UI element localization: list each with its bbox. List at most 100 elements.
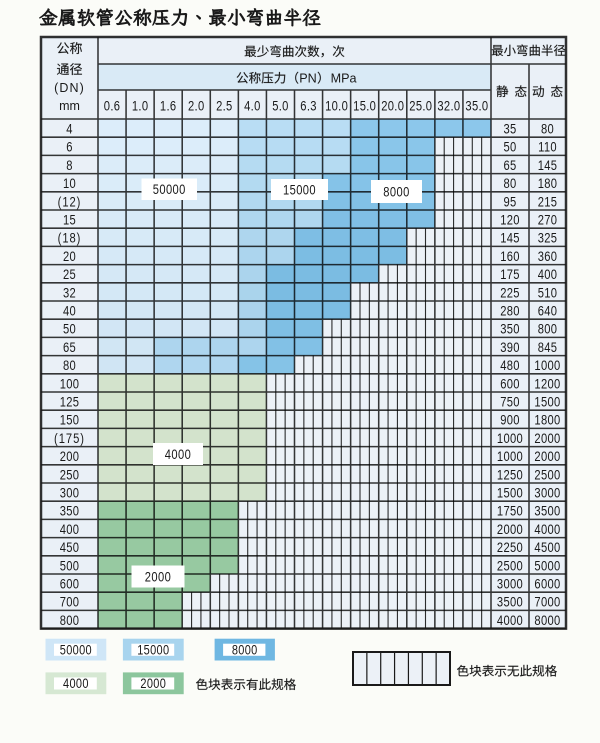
svg-text:15000: 15000 [137,642,169,657]
svg-text:(DN): (DN) [54,81,85,95]
svg-text:8000: 8000 [534,613,560,628]
svg-text:100: 100 [60,376,80,391]
svg-text:400: 400 [538,267,558,282]
svg-text:5000: 5000 [534,558,560,573]
svg-text:50000: 50000 [153,182,186,197]
svg-text:600: 600 [500,376,520,391]
svg-text:150: 150 [60,413,80,428]
svg-text:750: 750 [500,394,520,409]
svg-text:4500: 4500 [534,540,560,555]
svg-text:0.6: 0.6 [104,98,121,113]
svg-text:35: 35 [503,121,516,136]
svg-text:845: 845 [538,340,558,355]
svg-text:450: 450 [60,540,80,555]
svg-text:1250: 1250 [497,467,523,482]
svg-text:50000: 50000 [60,642,92,657]
svg-text:20: 20 [63,249,76,264]
svg-text:215: 215 [538,194,558,209]
svg-text:80: 80 [541,121,554,136]
svg-text:10: 10 [63,176,76,191]
svg-text:200: 200 [60,449,80,464]
svg-text:PN: PN [299,72,317,86]
svg-text:3500: 3500 [534,504,560,519]
svg-text:480: 480 [500,358,520,373]
svg-text:95: 95 [503,194,516,209]
svg-text:2000: 2000 [497,522,523,537]
svg-text:350: 350 [60,504,80,519]
svg-text:500: 500 [60,558,80,573]
svg-text:4000: 4000 [497,613,523,628]
svg-text:900: 900 [500,413,520,428]
svg-text:175: 175 [500,267,520,282]
svg-text:6000: 6000 [534,576,560,591]
svg-text:2000: 2000 [534,449,560,464]
svg-text:360: 360 [538,249,558,264]
svg-text:50: 50 [63,322,76,337]
svg-text:mm: mm [59,99,80,113]
svg-text:640: 640 [538,303,558,318]
svg-text:2000: 2000 [145,569,171,584]
svg-text:180: 180 [538,176,558,191]
svg-text:4.0: 4.0 [244,98,261,113]
svg-text:65: 65 [503,158,516,173]
svg-text:4000: 4000 [165,447,191,462]
svg-text:700: 700 [60,595,80,610]
svg-text:6: 6 [66,140,73,155]
svg-text:1800: 1800 [534,413,560,428]
svg-text:270: 270 [538,212,558,227]
svg-text:800: 800 [60,613,80,628]
svg-text:125: 125 [60,394,80,409]
svg-text:7000: 7000 [534,595,560,610]
svg-text:1.0: 1.0 [132,98,149,113]
svg-text:2000: 2000 [140,676,166,691]
svg-text:80: 80 [63,358,76,373]
svg-text:15: 15 [63,212,76,227]
svg-text:10.0: 10.0 [325,98,348,113]
svg-text:40: 40 [63,303,76,318]
svg-text:390: 390 [500,340,520,355]
svg-text:3000: 3000 [534,485,560,500]
svg-text:MPa: MPa [331,72,357,86]
svg-text:2500: 2500 [534,467,560,482]
svg-text:4000: 4000 [534,522,560,537]
svg-text:4000: 4000 [63,676,89,691]
svg-text:15000: 15000 [283,182,316,197]
svg-text:32: 32 [63,285,76,300]
svg-text:(175): (175) [54,431,85,446]
svg-text:160: 160 [500,249,520,264]
svg-text:50: 50 [503,140,516,155]
svg-text:1000: 1000 [534,358,560,373]
svg-text:8000: 8000 [383,184,409,199]
svg-text:2250: 2250 [497,540,523,555]
svg-text:32.0: 32.0 [437,98,460,113]
svg-text:(12): (12) [58,194,82,209]
svg-text:2500: 2500 [497,558,523,573]
svg-text:510: 510 [538,285,558,300]
svg-text:2000: 2000 [534,431,560,446]
svg-text:3500: 3500 [497,595,523,610]
svg-text:80: 80 [503,176,516,191]
svg-text:1750: 1750 [497,504,523,519]
svg-text:1000: 1000 [497,431,523,446]
svg-text:1500: 1500 [497,485,523,500]
svg-text:25.0: 25.0 [409,98,432,113]
svg-text:280: 280 [500,303,520,318]
svg-text:120: 120 [500,212,520,227]
svg-text:350: 350 [500,322,520,337]
svg-text:8000: 8000 [232,642,258,657]
svg-text:225: 225 [500,285,520,300]
svg-text:25: 25 [63,267,76,282]
svg-text:400: 400 [60,522,80,537]
svg-text:300: 300 [60,485,80,500]
svg-text:1200: 1200 [534,376,560,391]
svg-text:145: 145 [500,231,520,246]
svg-text:145: 145 [538,158,558,173]
svg-text:(18): (18) [58,231,82,246]
svg-text:15.0: 15.0 [353,98,376,113]
svg-text:8: 8 [66,158,73,173]
svg-text:2.0: 2.0 [188,98,205,113]
svg-text:2.5: 2.5 [216,98,233,113]
svg-text:4: 4 [66,121,73,136]
svg-text:800: 800 [538,322,558,337]
svg-text:325: 325 [538,231,558,246]
